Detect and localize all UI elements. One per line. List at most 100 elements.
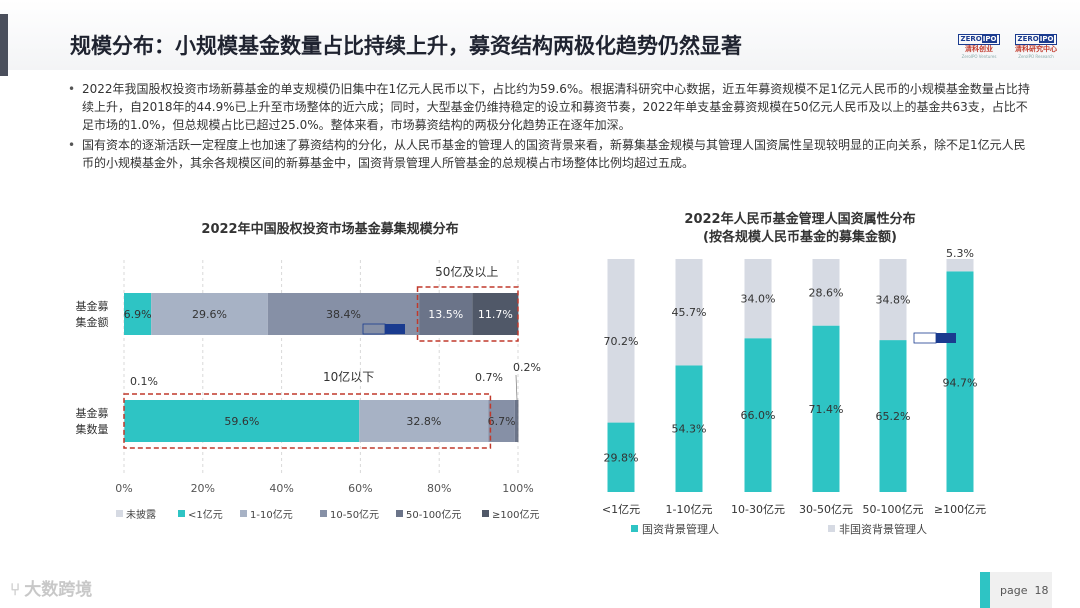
legend-label: ≥100亿元: [492, 508, 539, 521]
column-data-label: 34.0%: [741, 293, 776, 306]
outside-label-50-100: 0.7%: [475, 371, 503, 384]
logo-cn-text: 清科研究中心: [1015, 45, 1057, 53]
legend-swatch: [482, 510, 489, 517]
brand-mark-icon: ⑂: [10, 580, 21, 600]
x-category-label: 30-50亿元: [799, 503, 853, 516]
column-data-label: 34.8%: [876, 294, 911, 307]
legend-label: 50-100亿元: [406, 508, 461, 521]
bullet-item: 国有资本的逐渐活跃一定程度上也加速了募资结构的分化，从人民币基金的管理人的国资背…: [66, 136, 1031, 172]
column-segment-nongov: [879, 259, 907, 341]
column-data-label: 65.2%: [876, 410, 911, 423]
logo-badge-a: ZERO: [1017, 35, 1039, 43]
legend-swatch: [396, 510, 403, 517]
column-data-label: 66.0%: [741, 409, 776, 422]
x-tick-label: 100%: [502, 482, 533, 495]
column-segment-nongov: [607, 259, 635, 423]
legend-label: 非国资背景管理人: [839, 522, 927, 536]
bar-data-label: 32.8%: [406, 415, 441, 428]
logo-en-text: ZeroIPO Ventures: [961, 54, 997, 59]
bar-segment: [472, 293, 519, 335]
legend-label: 未披露: [126, 508, 156, 521]
logo-badge-b: IPO: [981, 35, 998, 43]
highlight-box-large-funds: [416, 286, 519, 342]
x-tick-label: 20%: [191, 482, 215, 495]
column-segment-nongov: [946, 259, 974, 272]
page-number-value: 18: [1034, 584, 1049, 597]
legend-swatch: [240, 510, 247, 517]
legend-swatch: [320, 510, 327, 517]
y-category-label: 集金额: [76, 315, 109, 329]
title-accent-bar: [0, 14, 8, 76]
bar-segment: [419, 293, 473, 335]
page-number-accent: [980, 572, 990, 608]
highlight-box-small-funds: [123, 393, 492, 449]
page-number-box: [980, 572, 1052, 608]
bar-segment: [517, 400, 519, 442]
column-data-label: 94.7%: [943, 376, 978, 389]
x-category-label: ≥100亿元: [934, 503, 986, 516]
zeroipo-ventures-logo: ZEROIPO 清科创业 ZeroIPO Ventures: [955, 34, 1003, 64]
legend-swatch: [178, 510, 185, 517]
logo-badge-b: IPO: [1038, 35, 1055, 43]
column-segment-nongov: [675, 259, 703, 366]
bar-data-label: 59.6%: [224, 415, 259, 428]
logo-badge: ZEROIPO: [1014, 34, 1058, 45]
logo-badge-a: ZERO: [960, 35, 982, 43]
x-category-label: <1亿元: [602, 503, 640, 516]
legend-label: 10-50亿元: [330, 508, 379, 521]
left-chart-title: 2022年中国股权投资市场基金募集规模分布: [201, 222, 459, 237]
bar-data-label: 6.7%: [488, 415, 516, 428]
bar-segment: [514, 400, 518, 442]
bar-data-label: 29.6%: [192, 308, 227, 321]
column-data-label: 54.3%: [672, 423, 707, 436]
logo-cn-text: 清科创业: [965, 45, 993, 53]
bar-data-label: 11.7%: [478, 308, 513, 321]
bar-segment: [124, 293, 152, 335]
y-category-label: 基金募: [76, 299, 109, 313]
right-stacked-column-chart: 29.8% 70.2% <1亿元 54.3% 45.7% 1-10亿元 66.0% 34.0%…: [602, 247, 986, 536]
column-segment-gov: [744, 338, 772, 492]
legend-swatch: [116, 510, 123, 517]
column-segment-gov: [675, 365, 703, 492]
watermark-logo-badge: [385, 324, 405, 334]
legend-swatch: [828, 525, 835, 532]
title-bar: [0, 0, 1080, 70]
column-segment-gov: [879, 340, 907, 492]
column-data-label: 29.8%: [604, 451, 639, 464]
legend-label: 1-10亿元: [250, 508, 293, 521]
right-chart-title: 2022年人民币基金管理人国资属性分布: [684, 212, 916, 227]
footer-brand-text: 大数跨境: [24, 580, 93, 600]
x-category-label: 50-100亿元: [863, 503, 924, 516]
column-data-label: 28.6%: [809, 286, 844, 299]
annotation-50-plus: 50亿及以上: [435, 264, 498, 279]
x-category-label: 1-10亿元: [666, 503, 713, 516]
column-segment-gov: [812, 325, 840, 492]
leader-line: [515, 374, 518, 401]
right-chart-subtitle: (按各规模人民币基金的募集金额): [703, 230, 897, 245]
column-segment-gov: [946, 271, 974, 492]
x-tick-label: 60%: [348, 482, 372, 495]
bar-segment: [124, 400, 360, 442]
x-tick-label: 40%: [269, 482, 293, 495]
x-category-label: 10-30亿元: [731, 503, 785, 516]
bar-data-label: 6.9%: [124, 308, 152, 321]
column-segment-gov: [607, 422, 635, 492]
footer-brand: ⑂ 大数跨境: [10, 575, 92, 600]
watermark-logo-badge: [913, 332, 937, 344]
annotation-under-10: 10亿以下: [323, 369, 374, 384]
column-data-label: 5.3%: [946, 247, 974, 260]
bar-data-label: 38.4%: [326, 308, 361, 321]
column-data-label: 70.2%: [604, 335, 639, 348]
page-label: page: [1000, 584, 1028, 597]
legend-swatch: [631, 525, 638, 532]
logo-en-text: ZeroIPO Research: [1018, 54, 1054, 59]
x-tick-label: 80%: [427, 482, 451, 495]
column-segment-nongov: [744, 259, 772, 339]
bar-segment: [359, 400, 489, 442]
bar-data-label: 13.5%: [428, 308, 463, 321]
logo-badge: ZEROIPO: [957, 34, 1001, 45]
y-category-label: 集数量: [76, 422, 109, 436]
bar-segment: [488, 400, 515, 442]
y-category-label: 基金募: [76, 406, 109, 420]
